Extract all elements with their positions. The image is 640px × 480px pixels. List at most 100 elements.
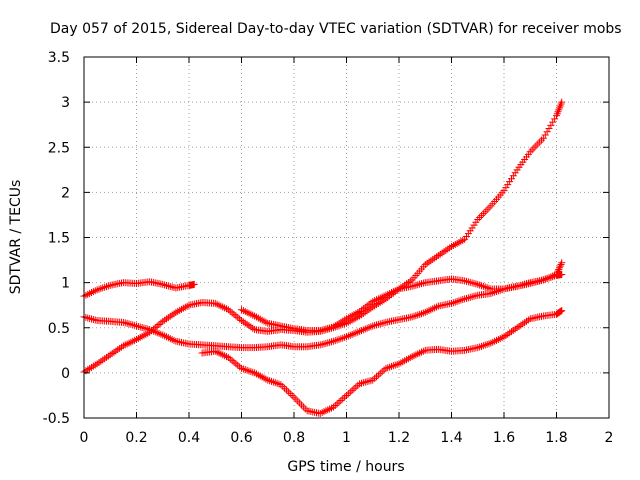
data-point <box>273 379 281 387</box>
data-point <box>134 322 142 330</box>
data-point <box>530 144 538 152</box>
data-point <box>532 142 540 150</box>
data-point <box>159 280 167 288</box>
data-point <box>476 343 484 351</box>
data-point <box>281 384 289 392</box>
data-point <box>333 400 341 408</box>
data-point <box>557 307 565 315</box>
data-point <box>485 204 493 212</box>
data-point <box>478 212 485 220</box>
data-point <box>466 293 474 301</box>
data-point <box>557 260 565 268</box>
data-point <box>328 338 335 346</box>
data-point <box>382 364 390 372</box>
data-point <box>388 362 395 370</box>
data-point <box>376 369 384 377</box>
y-tick-label: 3.5 <box>48 50 70 66</box>
data-point <box>234 313 242 321</box>
data-point <box>457 296 465 304</box>
data-point <box>502 184 510 192</box>
data-point <box>86 314 94 322</box>
data-point <box>363 378 371 386</box>
x-tick-label: 0.2 <box>125 430 147 446</box>
data-point <box>286 390 294 398</box>
data-point <box>408 313 416 321</box>
data-point <box>558 259 566 267</box>
data-point <box>416 280 424 288</box>
data-point <box>481 283 489 291</box>
data-point <box>140 324 148 332</box>
y-tick-label: 1.5 <box>48 231 70 247</box>
data-point <box>138 323 146 331</box>
data-point <box>534 140 542 148</box>
data-point <box>331 337 339 345</box>
data-point <box>238 364 245 372</box>
data-point <box>558 307 566 315</box>
data-point <box>121 319 129 327</box>
data-point <box>556 262 564 270</box>
x-tick-label: 0.4 <box>178 430 200 446</box>
axis-ticks: 0 0.2 0.4 0.6 0.8 1 1.2 1.4 1.6 1.8 2 -0.5 0 0.5 1 1.5 2… <box>43 50 614 446</box>
data-point <box>299 403 307 411</box>
data-point <box>410 312 418 320</box>
data-point <box>294 397 302 405</box>
data-point <box>329 337 337 345</box>
data-point <box>101 283 109 291</box>
data-point <box>451 298 459 306</box>
data-point <box>337 396 345 404</box>
y-tick-label: 0.5 <box>48 321 70 337</box>
series-track-e <box>238 271 566 334</box>
data-point <box>545 125 553 133</box>
data-point <box>125 320 133 328</box>
data-point <box>324 339 332 347</box>
x-tick-label: 1.8 <box>545 430 567 446</box>
data-point <box>346 388 354 396</box>
data-point <box>536 138 544 146</box>
y-axis-label: SDTVAR / TECUs <box>8 180 24 295</box>
data-point <box>506 178 514 186</box>
data-point <box>472 280 480 288</box>
data-point <box>521 280 529 288</box>
data-point <box>298 401 305 409</box>
data-point <box>418 280 425 288</box>
data-point <box>316 326 324 334</box>
data-point <box>99 284 107 292</box>
data-point <box>463 294 470 302</box>
data-point <box>84 314 92 322</box>
data-point <box>380 319 388 327</box>
data-point <box>296 399 304 407</box>
data-point <box>245 367 253 375</box>
data-point <box>284 388 292 396</box>
data-point <box>190 280 198 288</box>
data-point <box>528 146 536 154</box>
grid-lines <box>84 57 609 418</box>
data-point <box>485 284 493 292</box>
data-point <box>269 378 277 386</box>
data-point <box>322 339 330 347</box>
data-point <box>344 390 352 398</box>
data-point <box>558 271 566 279</box>
data-point <box>335 335 343 343</box>
data-point <box>476 281 484 289</box>
data-point <box>133 322 140 330</box>
x-tick-label: 1 <box>342 430 351 446</box>
data-point <box>103 283 110 291</box>
data-point <box>511 169 519 177</box>
data-point <box>283 386 290 394</box>
data-point <box>479 210 487 218</box>
data-point <box>416 310 424 318</box>
data-point <box>539 134 547 142</box>
data-point <box>228 309 236 317</box>
data-point <box>378 319 386 327</box>
data-point <box>290 393 298 401</box>
data-point <box>459 296 467 304</box>
data-point <box>373 373 380 381</box>
data-point <box>164 282 172 290</box>
data-point <box>481 208 489 216</box>
x-tick-label: 1.4 <box>440 430 462 446</box>
data-point <box>230 358 238 366</box>
data-point <box>479 282 487 290</box>
data-point <box>509 172 517 180</box>
data-point <box>414 311 422 319</box>
data-point <box>453 297 461 305</box>
